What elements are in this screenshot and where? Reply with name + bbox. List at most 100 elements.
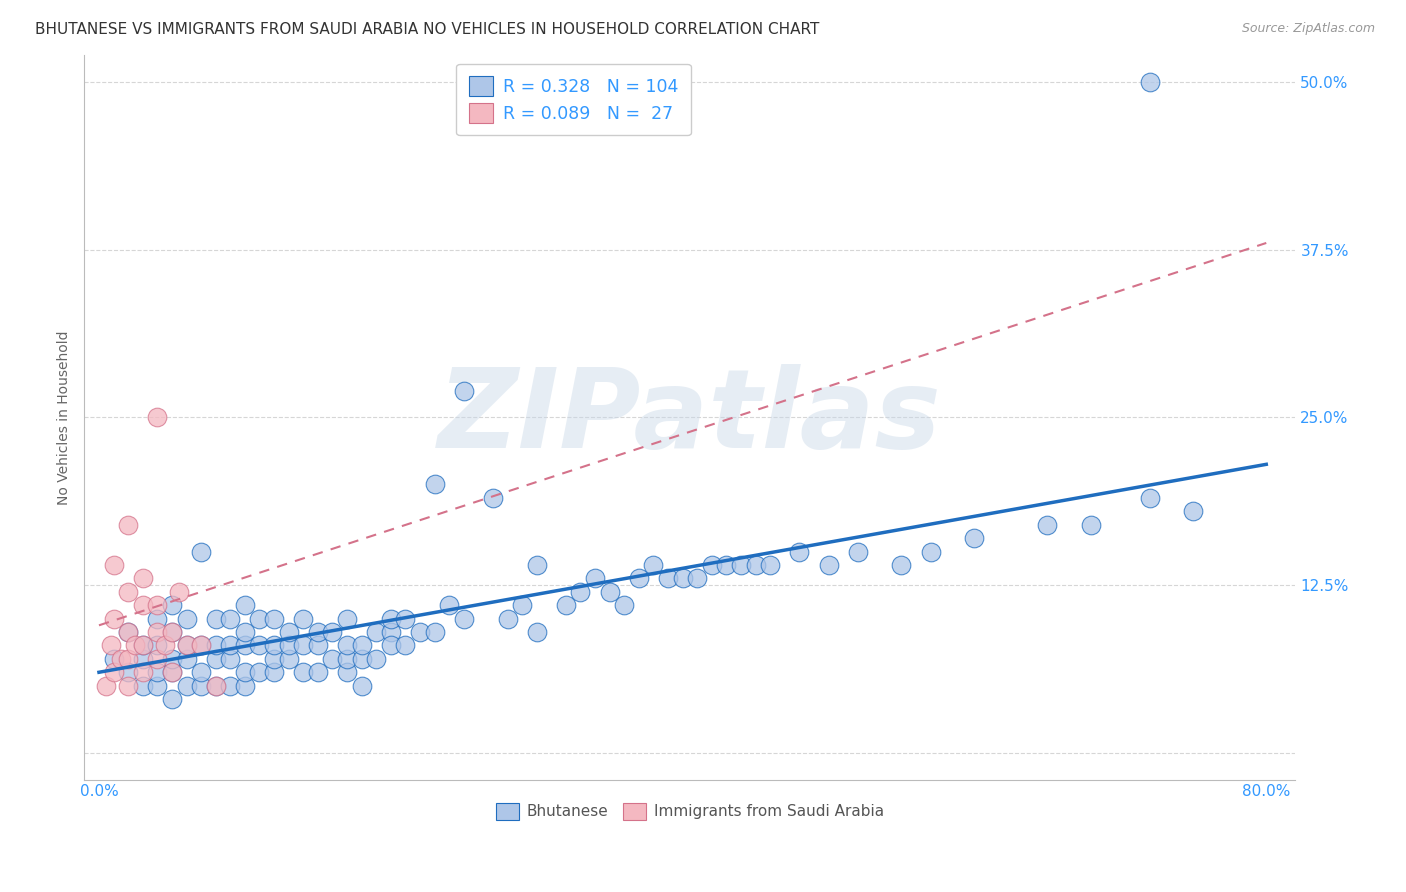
Point (146, 612, 169, 626)
Point (160, 598, 183, 612)
Point (307, 665, 329, 680)
Point (817, 558, 839, 572)
Point (613, 598, 636, 612)
Point (409, 625, 432, 640)
Point (307, 639, 329, 653)
Point (146, 665, 169, 680)
Point (103, 612, 125, 626)
Point (160, 665, 183, 680)
Point (132, 665, 155, 680)
Point (277, 625, 299, 640)
Point (350, 639, 373, 653)
Point (117, 625, 139, 640)
Point (380, 639, 402, 653)
Point (160, 665, 183, 680)
Point (423, 477, 446, 491)
Point (554, 598, 576, 612)
Point (160, 625, 183, 640)
Point (423, 625, 446, 640)
Point (263, 612, 285, 626)
Point (437, 598, 460, 612)
Point (599, 584, 621, 599)
Point (219, 612, 242, 626)
Point (160, 692, 183, 706)
Point (249, 612, 271, 626)
Point (453, 384, 475, 398)
Point (233, 639, 256, 653)
Point (176, 652, 198, 666)
Text: BHUTANESE VS IMMIGRANTS FROM SAUDI ARABIA NO VEHICLES IN HOUSEHOLD CORRELATION C: BHUTANESE VS IMMIGRANTS FROM SAUDI ARABI… (35, 22, 820, 37)
Point (277, 652, 299, 666)
Point (307, 625, 329, 640)
Point (132, 598, 155, 612)
Point (190, 665, 212, 680)
Point (336, 652, 359, 666)
Point (132, 571, 155, 585)
Point (190, 639, 212, 653)
Point (146, 598, 169, 612)
Point (96, 679, 118, 693)
Point (146, 410, 169, 425)
Point (103, 558, 125, 572)
Point (117, 679, 139, 693)
Point (716, 558, 738, 572)
Point (132, 679, 155, 693)
Point (920, 544, 942, 558)
Point (103, 652, 125, 666)
Point (1182, 504, 1205, 518)
Point (759, 558, 782, 572)
Point (132, 652, 155, 666)
Point (176, 639, 198, 653)
Point (292, 639, 315, 653)
Point (292, 665, 315, 680)
Point (176, 612, 198, 626)
Point (233, 598, 256, 612)
Point (263, 665, 285, 680)
Point (233, 625, 256, 640)
Point (124, 639, 146, 653)
Point (277, 639, 299, 653)
Point (204, 652, 226, 666)
Point (1139, 75, 1161, 89)
Point (1139, 491, 1161, 505)
Point (249, 639, 271, 653)
Point (103, 665, 125, 680)
Text: ZIPatlas: ZIPatlas (439, 364, 942, 471)
Point (100, 639, 122, 653)
Point (366, 652, 388, 666)
Point (583, 571, 606, 585)
Point (167, 584, 190, 599)
Point (321, 652, 343, 666)
Point (219, 679, 242, 693)
Point (336, 665, 359, 680)
Point (643, 558, 665, 572)
Point (672, 571, 695, 585)
Point (380, 612, 402, 626)
Point (190, 679, 212, 693)
Point (153, 639, 176, 653)
Point (394, 612, 416, 626)
Point (117, 517, 139, 532)
Point (569, 584, 592, 599)
Point (110, 652, 132, 666)
Point (146, 679, 169, 693)
Point (510, 598, 533, 612)
Point (789, 544, 811, 558)
Point (292, 612, 315, 626)
Point (204, 639, 226, 653)
Point (686, 571, 709, 585)
Point (744, 558, 766, 572)
Point (233, 679, 256, 693)
Point (627, 571, 650, 585)
Point (482, 491, 505, 505)
Legend: Bhutanese, Immigrants from Saudi Arabia: Bhutanese, Immigrants from Saudi Arabia (489, 797, 890, 826)
Point (350, 679, 373, 693)
Point (846, 544, 869, 558)
Point (204, 679, 226, 693)
Point (249, 665, 271, 680)
Point (394, 639, 416, 653)
Point (350, 652, 373, 666)
Point (321, 625, 343, 640)
Point (117, 665, 139, 680)
Point (190, 639, 212, 653)
